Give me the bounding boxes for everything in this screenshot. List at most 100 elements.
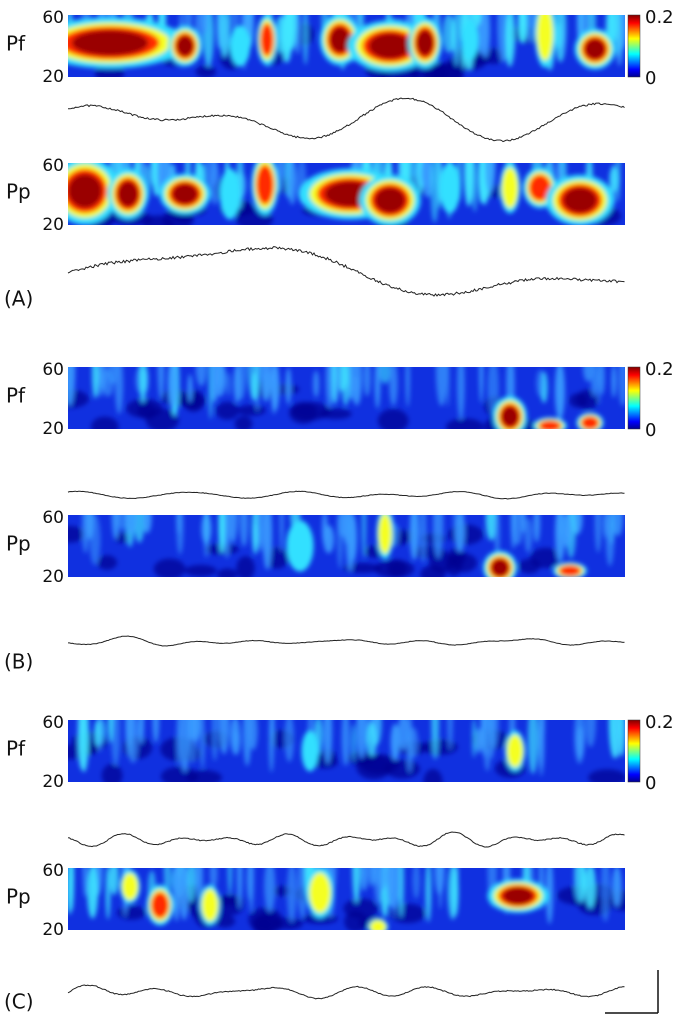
hot-spot xyxy=(229,25,251,67)
y-max-label: 60 xyxy=(42,508,64,528)
spectrogram-texture xyxy=(68,15,625,77)
signal-trace xyxy=(67,984,625,1000)
streak xyxy=(201,15,209,35)
low-blob xyxy=(236,556,255,577)
streak xyxy=(412,515,419,551)
low-blob xyxy=(217,568,238,577)
low-blob xyxy=(289,402,318,424)
streak xyxy=(86,515,94,540)
low-blob xyxy=(215,401,239,420)
panel-label: (B) xyxy=(4,650,33,674)
hot-spot xyxy=(329,27,351,53)
hot-spot xyxy=(584,38,606,60)
streak xyxy=(188,720,194,740)
low-blob xyxy=(184,564,217,577)
streak xyxy=(368,868,374,887)
hot-spot xyxy=(501,167,519,209)
streak xyxy=(562,515,572,548)
hot-spot xyxy=(309,872,331,914)
signal-trace xyxy=(68,635,625,647)
streak xyxy=(111,515,120,540)
row-label: Pp xyxy=(6,180,31,204)
hot-spot xyxy=(201,889,219,922)
hot-spot xyxy=(581,416,599,429)
low-blob xyxy=(153,558,186,577)
streak xyxy=(209,163,220,205)
streak xyxy=(199,720,206,769)
streak xyxy=(475,727,482,754)
streak xyxy=(431,720,440,760)
hot-spot xyxy=(378,515,392,554)
streak xyxy=(447,720,453,751)
streak xyxy=(109,868,119,896)
hot-spot xyxy=(374,187,406,213)
streak xyxy=(194,868,202,899)
streak xyxy=(68,367,76,407)
hot-spot xyxy=(529,174,551,201)
streak xyxy=(105,868,111,920)
streak xyxy=(270,720,275,747)
streak xyxy=(398,720,409,751)
streak xyxy=(251,515,259,555)
row-label: Pf xyxy=(6,384,26,408)
y-min-label: 20 xyxy=(42,419,64,439)
streak xyxy=(451,19,456,53)
streak xyxy=(279,515,285,553)
streak xyxy=(366,722,378,757)
streak xyxy=(533,515,541,543)
streak xyxy=(398,868,404,918)
streak xyxy=(455,515,466,553)
y-max-label: 60 xyxy=(42,713,64,733)
streak xyxy=(351,724,356,763)
streak xyxy=(117,515,127,531)
streak xyxy=(600,868,611,922)
streak xyxy=(107,720,114,743)
streak xyxy=(478,163,486,204)
spectrogram xyxy=(68,720,625,782)
signal-trace xyxy=(67,490,625,500)
hot-spot xyxy=(176,35,194,57)
streak xyxy=(114,367,124,415)
streak xyxy=(356,367,362,403)
signal-trace xyxy=(67,97,625,143)
streak xyxy=(111,720,121,767)
panel-label: (A) xyxy=(4,287,33,311)
streak xyxy=(386,868,396,907)
low-blob xyxy=(186,770,222,782)
hot-spot xyxy=(506,734,524,768)
streak xyxy=(438,868,443,910)
colorbar-max: 0.2 xyxy=(645,712,674,733)
streak xyxy=(590,367,598,397)
hot-spot xyxy=(501,406,519,427)
streak xyxy=(471,720,477,758)
streak xyxy=(248,720,258,751)
low-blob xyxy=(518,558,541,574)
low-blob xyxy=(356,754,392,780)
streak xyxy=(284,720,295,762)
low-blob xyxy=(142,215,174,225)
streak xyxy=(228,515,238,544)
streak xyxy=(361,515,367,559)
low-blob xyxy=(68,525,85,543)
streak xyxy=(408,727,419,759)
streak xyxy=(618,367,625,407)
row-label: Pp xyxy=(6,885,31,909)
streak xyxy=(87,868,99,919)
hot-spot xyxy=(71,30,149,56)
low-blob xyxy=(195,65,217,77)
streak xyxy=(603,515,608,539)
spectrogram-texture xyxy=(68,868,625,930)
panel-label: (C) xyxy=(4,990,34,1014)
streak xyxy=(616,720,625,757)
hot-spot xyxy=(536,15,554,61)
streak xyxy=(91,367,99,399)
colorbar xyxy=(627,719,641,783)
streak xyxy=(248,367,261,402)
streak xyxy=(102,369,114,397)
low-blob xyxy=(569,393,588,408)
streak xyxy=(374,367,381,409)
streak xyxy=(260,367,272,402)
streak xyxy=(217,367,224,389)
streak xyxy=(276,163,284,194)
streak xyxy=(615,15,622,58)
